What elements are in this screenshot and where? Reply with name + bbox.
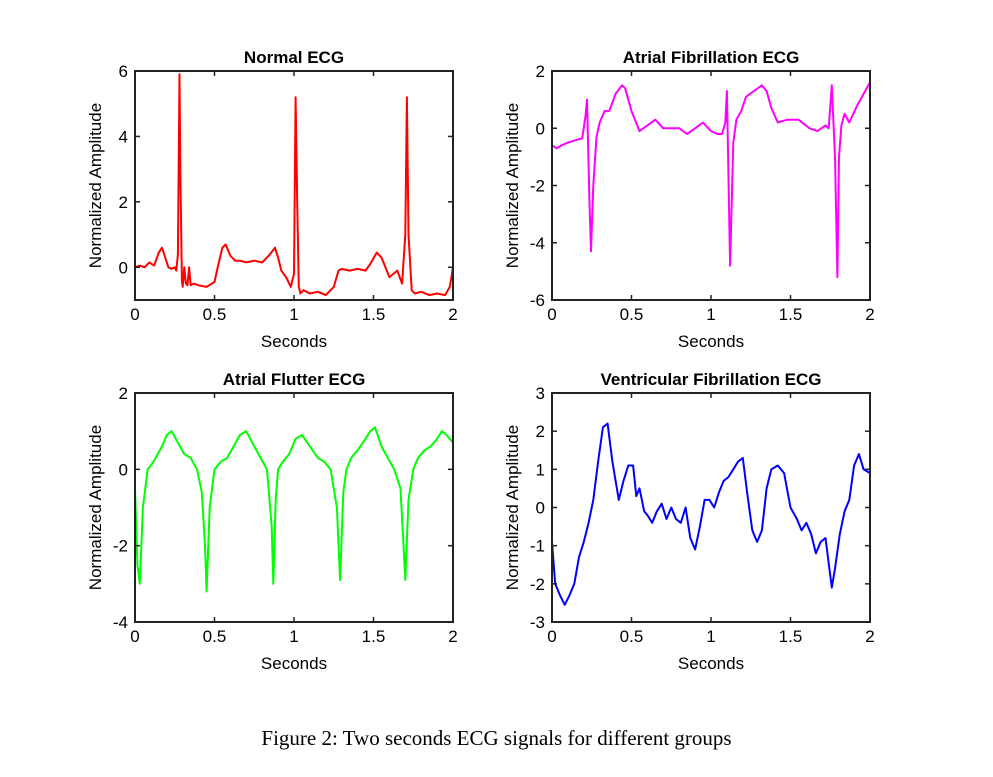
y-tick-label: -3 — [530, 613, 545, 632]
x-tick-label: 0.5 — [620, 305, 644, 324]
y-axis-label: Normalized Amplitude — [86, 103, 105, 268]
x-tick-label: 1.5 — [362, 305, 386, 324]
y-tick-label: 0 — [119, 460, 128, 479]
y-tick-label: -2 — [530, 177, 545, 196]
x-tick-label: 1.5 — [362, 627, 386, 646]
y-tick-label: 2 — [536, 422, 545, 441]
x-tick-label: 0 — [547, 627, 556, 646]
y-tick-label: -2 — [113, 537, 128, 556]
axes-frame — [134, 392, 454, 623]
y-tick-label: 6 — [119, 62, 128, 81]
axes-frame — [551, 392, 871, 623]
y-tick-label: 4 — [119, 127, 128, 146]
x-axis-label: Seconds — [678, 654, 744, 673]
y-tick-label: -2 — [530, 575, 545, 594]
y-tick-label: -6 — [530, 291, 545, 310]
axes-frame — [551, 70, 871, 301]
x-tick-label: 2 — [448, 305, 457, 324]
x-tick-label: 0.5 — [620, 627, 644, 646]
x-tick-label: 2 — [865, 305, 874, 324]
y-tick-label: 3 — [536, 384, 545, 403]
x-tick-label: 0.5 — [203, 627, 227, 646]
y-axis-label: Normalized Amplitude — [503, 425, 522, 590]
y-tick-label: -1 — [530, 537, 545, 556]
x-tick-label: 1 — [706, 627, 715, 646]
y-tick-label: 0 — [536, 499, 545, 518]
y-axis-label: Normalized Amplitude — [86, 425, 105, 590]
y-tick-label: 2 — [119, 193, 128, 212]
chart-panel-4: 0 0.5 1 1.5 2 -3 -2 -1 0 1 2 3 Ventricular Fibrillat… — [503, 370, 875, 673]
x-axis-label: Seconds — [261, 332, 327, 351]
x-tick-label: 2 — [865, 627, 874, 646]
chart-panel-2: 0 0.5 1 1.5 2 -6 -4 -2 0 2 Atrial Fibrillation ECG… — [503, 48, 875, 351]
x-axis-label: Seconds — [261, 654, 327, 673]
panel-title: Atrial Fibrillation ECG — [623, 48, 800, 67]
y-tick-label: 2 — [119, 384, 128, 403]
chart-panel-3: 0 0.5 1 1.5 2 -4 -2 0 2 Atrial Flutter ECG Seconds… — [86, 370, 458, 673]
x-tick-label: 1 — [706, 305, 715, 324]
x-tick-label: 0.5 — [203, 305, 227, 324]
series-line — [552, 82, 870, 279]
panel-title: Atrial Flutter ECG — [223, 370, 366, 389]
y-tick-label: -4 — [530, 234, 545, 253]
y-tick-label: 0 — [119, 258, 128, 277]
panel-title: Ventricular Fibrillation ECG — [600, 370, 821, 389]
x-tick-label: 0 — [130, 305, 139, 324]
chart-panel-1: 0 0.5 1 1.5 2 0 2 4 6 Normal ECG Seconds Normalized… — [86, 48, 458, 351]
x-tick-label: 0 — [547, 305, 556, 324]
series-line — [135, 426, 453, 593]
y-tick-label: 1 — [536, 460, 545, 479]
x-tick-label: 2 — [448, 627, 457, 646]
series-line — [135, 73, 453, 297]
y-tick-label: -4 — [113, 613, 128, 632]
x-tick-label: 1.5 — [779, 305, 803, 324]
y-tick-label: 2 — [536, 62, 545, 81]
x-tick-label: 0 — [130, 627, 139, 646]
figure-caption: Figure 2: Two seconds ECG signals for di… — [261, 726, 732, 750]
x-tick-label: 1.5 — [779, 627, 803, 646]
y-axis-label: Normalized Amplitude — [503, 103, 522, 268]
x-tick-label: 1 — [289, 305, 298, 324]
x-axis-label: Seconds — [678, 332, 744, 351]
y-tick-label: 0 — [536, 119, 545, 138]
x-tick-label: 1 — [289, 627, 298, 646]
series-line — [552, 422, 870, 606]
panel-title: Normal ECG — [244, 48, 344, 67]
